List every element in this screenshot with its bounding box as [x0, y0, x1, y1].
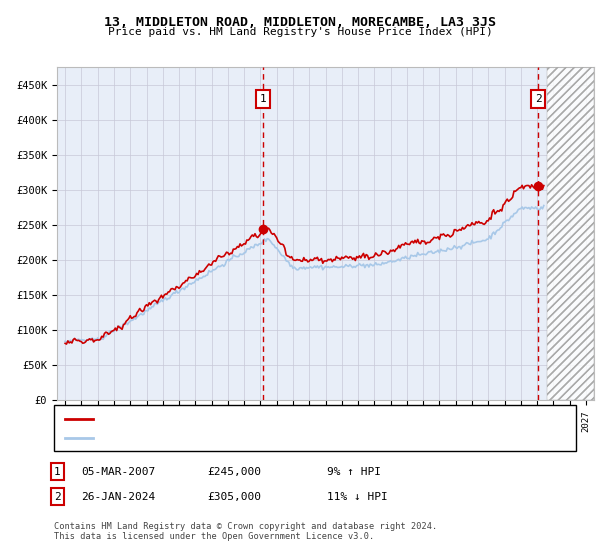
Text: 1: 1 [54, 466, 61, 477]
Bar [547, 67, 594, 400]
Text: 11% ↓ HPI: 11% ↓ HPI [327, 492, 388, 502]
Text: Price paid vs. HM Land Registry's House Price Index (HPI): Price paid vs. HM Land Registry's House … [107, 27, 493, 37]
Text: 2: 2 [535, 94, 542, 104]
Text: £245,000: £245,000 [207, 466, 261, 477]
Text: £305,000: £305,000 [207, 492, 261, 502]
Text: 26-JAN-2024: 26-JAN-2024 [81, 492, 155, 502]
Text: 13, MIDDLETON ROAD, MIDDLETON, MORECAMBE, LA3 3JS: 13, MIDDLETON ROAD, MIDDLETON, MORECAMBE… [104, 16, 496, 29]
Text: 1: 1 [260, 94, 266, 104]
Bar [547, 67, 594, 400]
Text: 13, MIDDLETON ROAD, MIDDLETON, MORECAMBE, LA3 3JS (detached house): 13, MIDDLETON ROAD, MIDDLETON, MORECAMBE… [99, 414, 479, 423]
Text: HPI: Average price, detached house, Lancaster: HPI: Average price, detached house, Lanc… [99, 433, 358, 442]
Text: 05-MAR-2007: 05-MAR-2007 [81, 466, 155, 477]
Text: Contains HM Land Registry data © Crown copyright and database right 2024.
This d: Contains HM Land Registry data © Crown c… [54, 522, 437, 542]
Text: 2: 2 [54, 492, 61, 502]
Text: 9% ↑ HPI: 9% ↑ HPI [327, 466, 381, 477]
